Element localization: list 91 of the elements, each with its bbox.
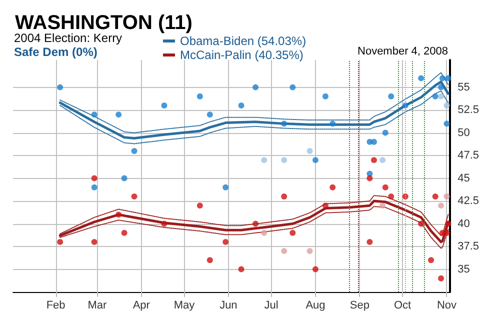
- point: [261, 230, 268, 236]
- point: [290, 84, 296, 90]
- point: [222, 184, 229, 190]
- point: [444, 102, 450, 108]
- y-tick-label: 35: [458, 263, 470, 276]
- point: [388, 193, 394, 200]
- point: [370, 138, 377, 145]
- x-tick-label: Oct: [394, 300, 412, 312]
- point: [116, 212, 122, 218]
- x-tick-label: Feb: [46, 300, 66, 312]
- point: [161, 102, 168, 108]
- chart-title: WASHINGTON (11): [15, 12, 192, 34]
- point: [312, 157, 318, 164]
- point: [380, 157, 386, 164]
- x-tick-label: Sep: [350, 300, 370, 312]
- point: [432, 93, 438, 100]
- point: [252, 84, 259, 90]
- x-tick-label: May: [174, 300, 196, 312]
- point: [428, 257, 434, 264]
- point: [438, 275, 444, 282]
- point: [432, 193, 438, 200]
- x-tick-label: Mar: [88, 300, 107, 312]
- point: [121, 230, 128, 236]
- point: [281, 157, 288, 164]
- point: [439, 75, 446, 82]
- point: [380, 202, 386, 209]
- point: [238, 102, 244, 108]
- point: [206, 112, 213, 118]
- point: [330, 120, 336, 127]
- point: [161, 220, 168, 227]
- legend-label: McCain-Palin (40.35%): [180, 48, 304, 62]
- point: [222, 238, 229, 245]
- text: November 4, 2008: [358, 46, 448, 58]
- point: [418, 220, 424, 227]
- point: [91, 184, 98, 190]
- point: [281, 248, 288, 254]
- point: [330, 184, 336, 190]
- point: [238, 266, 244, 272]
- legend-label: Obama-Biden (54.03%): [180, 34, 306, 48]
- y-tick-label: 37.5: [458, 240, 480, 253]
- y-tick-label: 50: [458, 126, 470, 139]
- point: [131, 193, 138, 200]
- point: [131, 148, 138, 154]
- point: [388, 93, 394, 100]
- x-tick-label: Apr: [132, 300, 150, 312]
- point: [322, 93, 328, 100]
- point: [438, 84, 444, 90]
- point: [57, 84, 64, 90]
- y-tick-label: 55: [458, 81, 470, 94]
- point: [382, 130, 388, 136]
- point: [370, 157, 377, 164]
- point: [196, 202, 203, 209]
- point: [281, 193, 288, 200]
- point: [290, 230, 296, 236]
- chart-subtitle: 2004 Election: Kerry: [14, 31, 122, 45]
- point: [91, 112, 98, 118]
- point: [444, 120, 450, 127]
- y-tick-label: 52.5: [458, 104, 480, 116]
- point: [121, 175, 128, 182]
- point: [261, 157, 268, 164]
- point: [91, 175, 98, 182]
- point: [444, 193, 450, 200]
- point: [445, 75, 452, 82]
- x-tick-label: Aug: [306, 300, 326, 312]
- point: [196, 93, 203, 100]
- point: [322, 202, 328, 209]
- point: [444, 230, 450, 236]
- x-tick-label: Jul: [264, 300, 278, 312]
- y-tick-label: 47.5: [458, 150, 480, 162]
- point: [116, 112, 122, 118]
- point: [418, 75, 424, 82]
- x-tick-label: Jun: [220, 300, 238, 312]
- point: [382, 184, 388, 190]
- point: [306, 248, 313, 254]
- point: [252, 220, 259, 227]
- point: [206, 257, 213, 264]
- point: [438, 202, 444, 209]
- point: [366, 175, 373, 182]
- text: Safe Dem (0%): [14, 45, 98, 59]
- point: [306, 148, 313, 154]
- point: [57, 238, 64, 245]
- y-tick-label: 40: [458, 218, 470, 230]
- point: [438, 93, 444, 100]
- point: [281, 120, 288, 127]
- point: [312, 266, 318, 272]
- y-tick-label: 45: [458, 172, 470, 184]
- y-tick-label: 42.5: [458, 195, 480, 208]
- point: [91, 238, 98, 245]
- point: [445, 220, 452, 227]
- x-tick-label: Nov: [436, 300, 458, 312]
- point: [366, 238, 373, 245]
